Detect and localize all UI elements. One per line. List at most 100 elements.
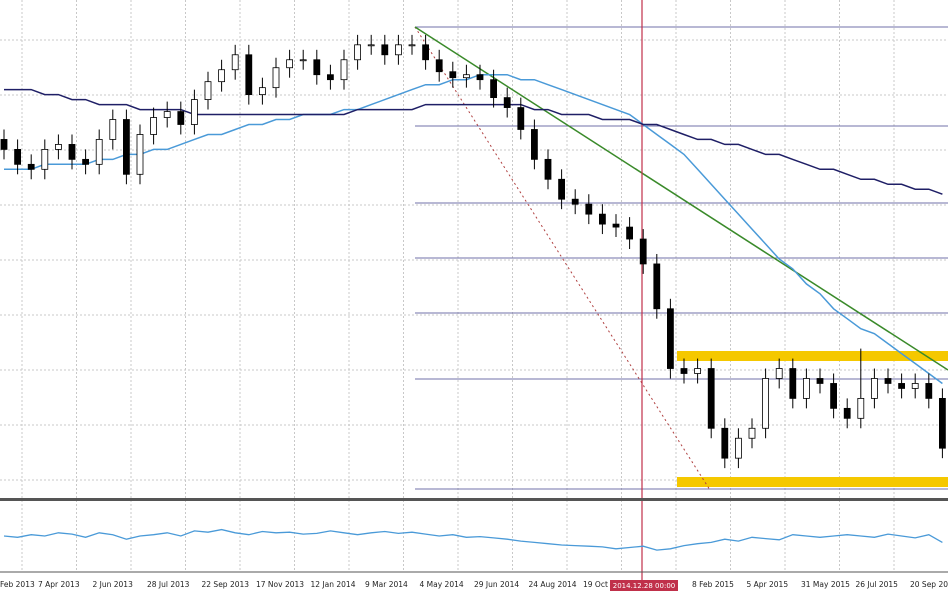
- candle-body: [231, 54, 239, 71]
- x-tick-label: 17 Nov 2013: [256, 580, 304, 589]
- candle-body: [109, 119, 117, 140]
- candle-body: [830, 383, 837, 409]
- candle-body: [898, 383, 905, 389]
- x-tick-label: 2 Jun 2013: [93, 580, 134, 589]
- candle-body: [218, 69, 226, 83]
- candle-body: [27, 163, 35, 170]
- x-tick-label: 29 Jun 2014: [474, 580, 519, 589]
- candle-body: [299, 59, 307, 62]
- candle-body: [680, 368, 688, 374]
- candle-body: [626, 226, 633, 240]
- candle-body: [0, 139, 8, 150]
- candle-body: [163, 111, 171, 118]
- candle-body: [258, 87, 266, 96]
- candle-body: [667, 308, 674, 369]
- candle-body: [857, 397, 865, 419]
- x-tick-label: 22 Sep 2013: [202, 580, 250, 589]
- candle-body: [41, 148, 49, 170]
- candle-body: [190, 99, 198, 125]
- candle-body: [612, 223, 620, 228]
- candle-body: [14, 148, 22, 165]
- candle-body: [748, 427, 756, 439]
- candle-body: [544, 158, 552, 180]
- candle-body: [82, 158, 89, 165]
- candle-body: [721, 427, 729, 459]
- plot: [0, 34, 946, 551]
- candle-body: [381, 44, 389, 56]
- x-tick-label: 28 Jul 2013: [147, 580, 190, 589]
- candle-body: [571, 198, 579, 205]
- x-tick-label: Feb 2013: [0, 580, 35, 589]
- candle-body: [462, 74, 470, 79]
- grid: [0, 0, 948, 572]
- fib-levels: [415, 26, 948, 490]
- candle-body: [272, 67, 280, 89]
- candle-body: [653, 263, 661, 310]
- x-tick-label: 24 Aug 2014: [529, 580, 577, 589]
- candle-body: [531, 129, 538, 160]
- candle-body: [367, 44, 375, 47]
- candle-body: [762, 378, 769, 429]
- candle-body: [95, 139, 103, 165]
- candle-body: [313, 59, 321, 76]
- candle-body: [55, 144, 62, 150]
- candle-body: [503, 97, 511, 108]
- candle-body: [408, 44, 416, 47]
- moving-average: [4, 73, 943, 385]
- candle-body: [68, 144, 76, 160]
- candle-body: [245, 54, 253, 96]
- x-tick-label: 5 Apr 2015: [747, 580, 789, 589]
- candle-body: [925, 383, 933, 399]
- candle-body: [490, 79, 498, 99]
- candle-body: [476, 74, 484, 81]
- candle-body: [639, 238, 647, 265]
- candle-body: [884, 378, 892, 384]
- candle-body: [789, 368, 797, 399]
- candle-body: [707, 368, 715, 429]
- candle-body: [394, 44, 402, 56]
- candle-body: [150, 117, 158, 135]
- candle-body: [843, 407, 851, 419]
- candle-body: [123, 119, 130, 175]
- candle-body: [340, 59, 348, 81]
- candle-body: [449, 71, 457, 79]
- x-tick-label: 20 Sep 2015: [910, 580, 948, 589]
- x-tick-label: 9 Mar 2014: [365, 580, 408, 589]
- candle-body: [816, 378, 824, 384]
- candle-body: [354, 44, 362, 61]
- candle-body: [517, 107, 525, 130]
- candle-body: [177, 111, 185, 125]
- x-tick-label: 31 May 2015: [801, 580, 850, 589]
- x-tick-label: 7 Apr 2013: [38, 580, 80, 589]
- candle-body: [585, 203, 593, 215]
- candle-body: [735, 437, 742, 459]
- x-axis: Feb 2013 7 Apr 2013 2 Jun 2013 28 Jul 2013 2…: [0, 580, 948, 589]
- x-tick-label: 12 Jan 2014: [311, 580, 356, 589]
- panel-separator: [0, 498, 948, 501]
- candle-body: [939, 397, 946, 449]
- candle-body: [435, 59, 443, 73]
- x-tick-label: 4 May 2014: [420, 580, 464, 589]
- moving-average: [4, 88, 943, 195]
- candle-body: [286, 59, 294, 69]
- resistance-band: [677, 351, 948, 361]
- x-tick-label: 8 Feb 2015: [692, 580, 734, 589]
- candle-body: [204, 81, 212, 100]
- oscillator-line: [3, 528, 943, 551]
- trend-line: [414, 26, 948, 371]
- candle-body: [558, 178, 565, 200]
- cursor-label-box: [610, 580, 678, 591]
- candle-body: [803, 378, 810, 399]
- cursor-label: 2014.12.28 00:00: [613, 582, 675, 590]
- candle-body: [775, 368, 783, 379]
- x-tick-label: 26 Jul 2015: [856, 580, 899, 589]
- candle-body: [871, 378, 878, 399]
- candle-body: [911, 383, 919, 389]
- candle-body: [136, 134, 144, 175]
- candle-body: [599, 213, 606, 225]
- support-band: [677, 477, 948, 487]
- candle-body: [326, 74, 334, 81]
- candle-body: [422, 44, 430, 61]
